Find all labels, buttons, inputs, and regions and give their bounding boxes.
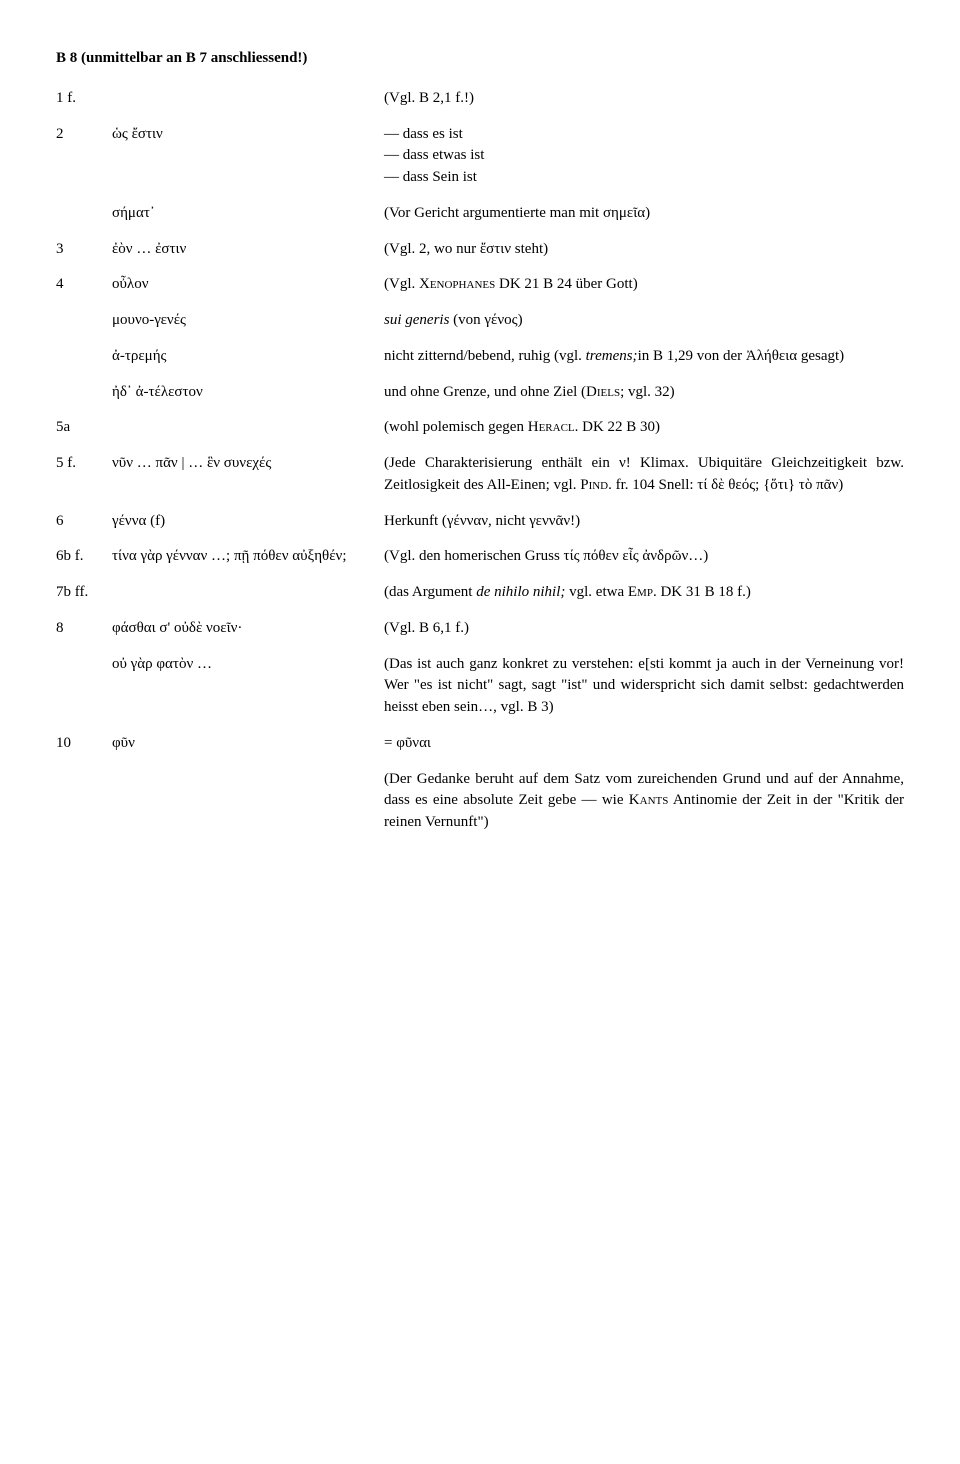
line-number: 7b ff. — [56, 582, 112, 604]
greek-text: γέννα (f) — [112, 511, 384, 533]
greek-text: φῦν — [112, 733, 384, 755]
gloss-text: (das Argument de nihilo nihil; vgl. etwa… — [384, 582, 904, 604]
commentary-row: 5 f.νῦν … πᾶν | … ἓν συνεχές(Jede Charak… — [56, 453, 904, 497]
tail-paragraph-row: (Der Gedanke beruht auf dem Satz vom zur… — [56, 769, 904, 834]
commentary-row: σήματ᾽(Vor Gericht argumentierte man mit… — [56, 203, 904, 225]
greek-text: νῦν … πᾶν | … ἓν συνεχές — [112, 453, 384, 497]
gloss-text: (Vgl. den homerischen Gruss τίς πόθεν εἶ… — [384, 546, 904, 568]
line-number: 3 — [56, 239, 112, 261]
line-number — [56, 346, 112, 368]
gloss-text: = φῦναι — [384, 733, 904, 755]
line-number: 1 f. — [56, 88, 112, 110]
commentary-row: 10φῦν= φῦναι — [56, 733, 904, 755]
gloss-text: und ohne Grenze, und ohne Ziel (Diels; v… — [384, 382, 904, 404]
greek-text: σήματ᾽ — [112, 203, 384, 225]
gloss-text: (Vgl. Xenophanes DK 21 B 24 über Gott) — [384, 274, 904, 296]
greek-text: ἀ-τρεμής — [112, 346, 384, 368]
line-number: 8 — [56, 618, 112, 640]
commentary-row: 2ὡς ἔστιν— dass es ist— dass etwas ist— … — [56, 124, 904, 189]
gloss-text: (Vor Gericht argumentierte man mit σημεῖ… — [384, 203, 904, 225]
greek-text — [112, 582, 384, 604]
gloss-text: nicht zitternd/bebend, ruhig (vgl. treme… — [384, 346, 904, 368]
line-number — [56, 654, 112, 719]
commentary-row: οὐ γὰρ φατὸν …(Das ist auch ganz konkret… — [56, 654, 904, 719]
commentary-row: 5a (wohl polemisch gegen Heracl. DK 22 B … — [56, 417, 904, 439]
commentary-row: 1 f. (Vgl. B 2,1 f.!) — [56, 88, 904, 110]
commentary-row: ἠδ᾽ ἀ-τέλεστονund ohne Grenze, und ohne … — [56, 382, 904, 404]
line-number: 6b f. — [56, 546, 112, 568]
gloss-text: sui generis (von γένος) — [384, 310, 904, 332]
line-number — [56, 203, 112, 225]
greek-text: μουνο-γενές — [112, 310, 384, 332]
greek-text: ἐὸν … ἐστιν — [112, 239, 384, 261]
line-number: 2 — [56, 124, 112, 189]
line-number: 5a — [56, 417, 112, 439]
commentary-row: 6γέννα (f)Herkunft (γένναν, nicht γεννᾶν… — [56, 511, 904, 533]
gloss-text: (Vgl. B 2,1 f.!) — [384, 88, 904, 110]
commentary-row: 3ἐὸν … ἐστιν(Vgl. 2, wo nur ἔστιν steht) — [56, 239, 904, 261]
greek-text — [112, 417, 384, 439]
gloss-text: (Das ist auch ganz konkret zu verstehen:… — [384, 654, 904, 719]
line-number: 6 — [56, 511, 112, 533]
commentary-row: 6b f.τίνα γὰρ γένναν …; πῇ πόθεν αὐξηθέν… — [56, 546, 904, 568]
greek-text — [112, 88, 384, 110]
greek-text: φάσθαι σ' οὐδὲ νοεῖν· — [112, 618, 384, 640]
line-number — [56, 310, 112, 332]
greek-text: οὐ γὰρ φατὸν … — [112, 654, 384, 719]
gloss-text: (Vgl. B 6,1 f.) — [384, 618, 904, 640]
line-number: 5 f. — [56, 453, 112, 497]
line-number: 4 — [56, 274, 112, 296]
commentary-row: 4οὖλον(Vgl. Xenophanes DK 21 B 24 über G… — [56, 274, 904, 296]
line-number — [56, 382, 112, 404]
greek-text: οὖλον — [112, 274, 384, 296]
commentary-row: 8φάσθαι σ' οὐδὲ νοεῖν·(Vgl. B 6,1 f.) — [56, 618, 904, 640]
gloss-text: (wohl polemisch gegen Heracl. DK 22 B 30… — [384, 417, 904, 439]
greek-text: τίνα γὰρ γένναν …; πῇ πόθεν αὐξηθέν; — [112, 546, 384, 568]
gloss-text: (Jede Charakterisierung enthält ein ν! K… — [384, 453, 904, 497]
commentary-row: μουνο-γενέςsui generis (von γένος) — [56, 310, 904, 332]
line-number: 10 — [56, 733, 112, 755]
section-header: B 8 (unmittelbar an B 7 anschliessend!) — [56, 48, 904, 70]
gloss-text: (Vgl. 2, wo nur ἔστιν steht) — [384, 239, 904, 261]
greek-text: ὡς ἔστιν — [112, 124, 384, 189]
greek-text: ἠδ᾽ ἀ-τέλεστον — [112, 382, 384, 404]
commentary-row: 7b ff. (das Argument de nihilo nihil; vgl… — [56, 582, 904, 604]
gloss-text: — dass es ist— dass etwas ist— dass Sein… — [384, 124, 904, 189]
gloss-text: Herkunft (γένναν, nicht γεννᾶν!) — [384, 511, 904, 533]
tail-paragraph: (Der Gedanke beruht auf dem Satz vom zur… — [384, 769, 904, 834]
commentary-row: ἀ-τρεμήςnicht zitternd/bebend, ruhig (vg… — [56, 346, 904, 368]
commentary-table: 1 f. (Vgl. B 2,1 f.!) 2ὡς ἔστιν— dass es i… — [56, 88, 904, 755]
